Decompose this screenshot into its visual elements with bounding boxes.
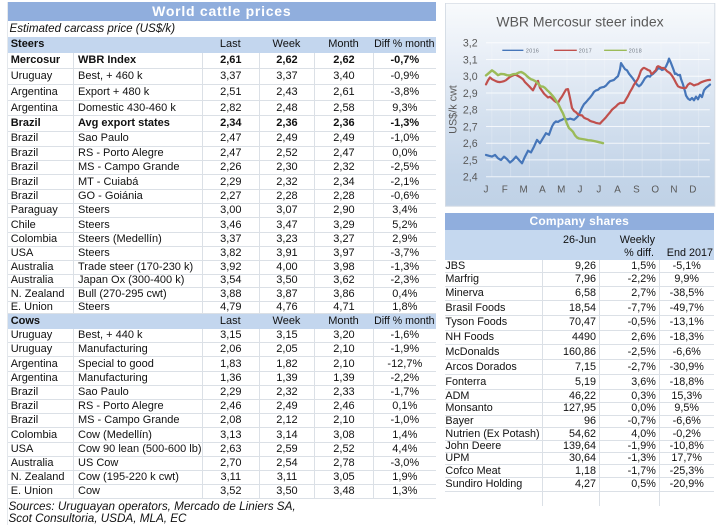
svg-text:J: J	[484, 184, 489, 195]
svg-text:2,5: 2,5	[463, 155, 478, 167]
svg-text:US$/k cwt: US$/k cwt	[448, 85, 460, 134]
svg-text:N: N	[670, 184, 677, 195]
svg-text:2017: 2017	[579, 48, 592, 54]
svg-text:2,6: 2,6	[463, 138, 478, 150]
svg-text:WBR Mercosur steer index: WBR Mercosur steer index	[496, 14, 663, 30]
svg-text:S: S	[633, 184, 640, 195]
svg-text:A: A	[539, 184, 546, 195]
svg-text:2,9: 2,9	[463, 88, 478, 100]
svg-text:2,8: 2,8	[463, 105, 478, 117]
svg-text:D: D	[689, 184, 696, 195]
svg-text:F: F	[502, 184, 508, 195]
svg-text:2,4: 2,4	[463, 172, 478, 184]
svg-text:2018: 2018	[629, 48, 642, 54]
svg-text:2016: 2016	[526, 48, 539, 54]
svg-text:J: J	[596, 184, 601, 195]
svg-text:2,7: 2,7	[463, 121, 478, 133]
svg-text:O: O	[651, 184, 659, 195]
svg-text:M: M	[519, 184, 527, 195]
svg-text:J: J	[578, 184, 583, 195]
svg-text:3,0: 3,0	[463, 71, 478, 83]
svg-text:M: M	[557, 184, 565, 195]
svg-text:3,2: 3,2	[463, 38, 478, 50]
svg-text:A: A	[614, 184, 621, 195]
svg-text:3,1: 3,1	[463, 55, 478, 67]
